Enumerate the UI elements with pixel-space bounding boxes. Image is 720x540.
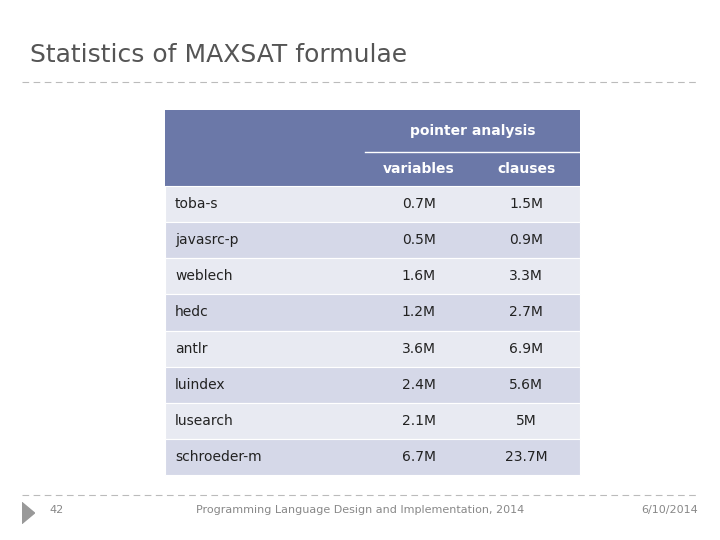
Polygon shape (22, 502, 35, 524)
Text: 0.5M: 0.5M (402, 233, 436, 247)
Text: antlr: antlr (175, 342, 207, 355)
Text: 2.1M: 2.1M (402, 414, 436, 428)
Text: variables: variables (383, 162, 454, 176)
Text: javasrc-p: javasrc-p (175, 233, 238, 247)
Text: 6/10/2014: 6/10/2014 (642, 505, 698, 515)
Text: 42: 42 (49, 505, 63, 515)
Text: 1.5M: 1.5M (509, 197, 544, 211)
Text: pointer analysis: pointer analysis (410, 124, 535, 138)
Text: 6.9M: 6.9M (509, 342, 544, 355)
Text: 0.7M: 0.7M (402, 197, 436, 211)
Text: 5.6M: 5.6M (509, 377, 544, 392)
Text: Programming Language Design and Implementation, 2014: Programming Language Design and Implemen… (196, 505, 524, 515)
Text: toba-s: toba-s (175, 197, 218, 211)
Text: 1.2M: 1.2M (402, 306, 436, 320)
Text: schroeder-m: schroeder-m (175, 450, 261, 464)
Text: 6.7M: 6.7M (402, 450, 436, 464)
Text: 23.7M: 23.7M (505, 450, 548, 464)
Text: 3.6M: 3.6M (402, 342, 436, 355)
Text: weblech: weblech (175, 269, 233, 284)
Text: luindex: luindex (175, 377, 225, 392)
Text: lusearch: lusearch (175, 414, 234, 428)
Text: 1.6M: 1.6M (402, 269, 436, 284)
Text: 3.3M: 3.3M (509, 269, 543, 284)
Text: 0.9M: 0.9M (509, 233, 544, 247)
Text: 2.4M: 2.4M (402, 377, 436, 392)
Text: hedc: hedc (175, 306, 209, 320)
Text: Statistics of MAXSAT formulae: Statistics of MAXSAT formulae (30, 43, 407, 67)
Text: clauses: clauses (497, 162, 555, 176)
Text: 5M: 5M (516, 414, 536, 428)
Text: 2.7M: 2.7M (509, 306, 543, 320)
